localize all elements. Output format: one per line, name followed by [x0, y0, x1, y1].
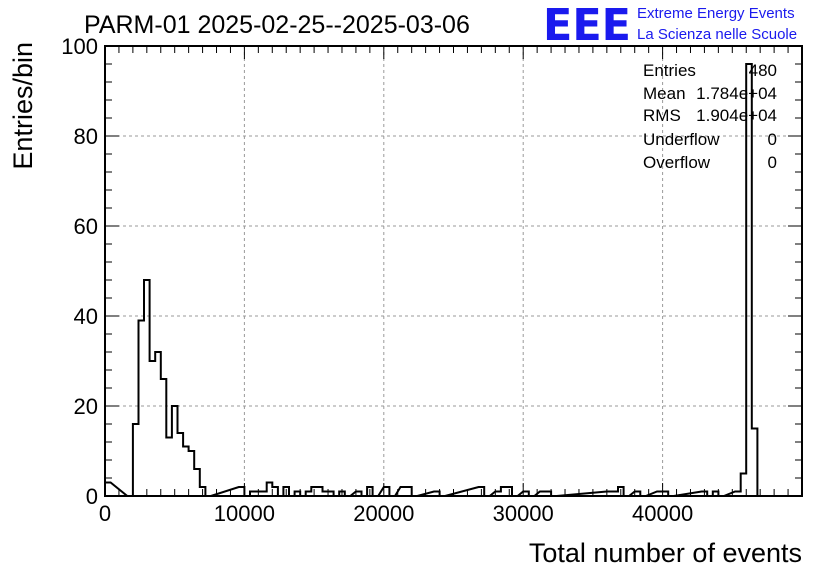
y-tick-label: 60: [74, 214, 98, 239]
stats-underflow-value: 0: [768, 130, 777, 149]
stats-rms-value: 1.904e+04: [696, 106, 777, 125]
x-tick-label: 30000: [493, 501, 554, 526]
stats-entries-label: Entries: [643, 61, 696, 80]
stats-overflow-label: Overflow: [643, 153, 711, 172]
eee-logo-line1: Extreme Energy Events: [637, 5, 795, 22]
y-tick-label: 20: [74, 394, 98, 419]
y-tick-label: 40: [74, 304, 98, 329]
eee-logo-mark: EEE: [543, 0, 631, 51]
y-axis-label: Entries/bin: [8, 42, 38, 170]
y-tick-label: 100: [61, 34, 98, 59]
stats-mean-label: Mean: [643, 84, 686, 103]
eee-logo: EEE Extreme Energy Events La Scienza nel…: [543, 0, 797, 51]
stats-entries-value: 480: [749, 61, 777, 80]
y-tick-label: 80: [74, 124, 98, 149]
stats-mean-value: 1.784e+04: [696, 84, 777, 103]
x-tick-label: 10000: [214, 501, 275, 526]
stats-overflow-value: 0: [768, 153, 777, 172]
y-tick-label: 0: [86, 484, 98, 509]
stats-rms-label: RMS: [643, 106, 681, 125]
plot-frame: [104, 45, 803, 497]
grid-lines: [105, 46, 802, 496]
x-tick-label: 40000: [632, 501, 693, 526]
stats-underflow-label: Underflow: [643, 130, 720, 149]
histogram-line: [105, 63, 763, 497]
x-tick-label: 0: [99, 501, 111, 526]
chart-title: PARM-01 2025-02-25--2025-03-06: [84, 11, 470, 39]
eee-logo-line2: La Scienza nelle Scuole: [637, 26, 797, 43]
x-tick-label: 20000: [353, 501, 414, 526]
tick-labels: 0 10000 20000 30000 40000 0 20 40 60 80 100: [61, 34, 693, 526]
x-axis-label: Total number of events: [529, 538, 802, 568]
stats-box: Entries 480 Mean 1.784e+04 RMS 1.904e+04…: [643, 61, 777, 172]
